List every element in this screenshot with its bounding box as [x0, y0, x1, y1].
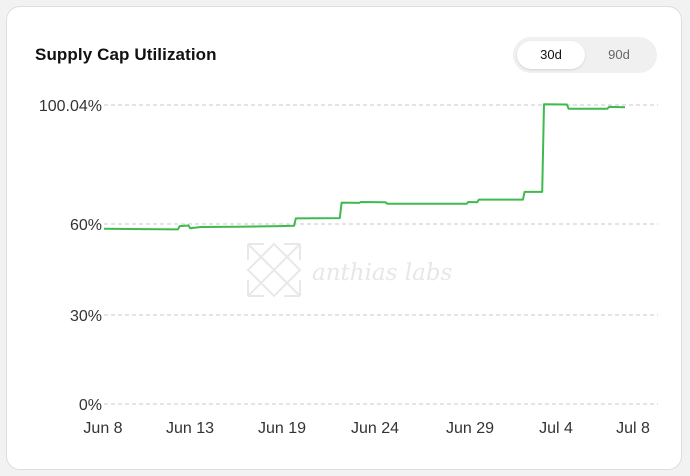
x-axis-ticks: Jun 8 Jun 13 Jun 19 Jun 24 Jun 29 Jul 4 Jul 8 [83, 420, 650, 437]
range-90d-button[interactable]: 90d [608, 47, 630, 62]
y-axis-ticks: 0% 30% 60% 100.04% [39, 98, 102, 414]
series-line [103, 103, 626, 231]
y-tick-label: 30% [70, 308, 102, 325]
x-tick-label: Jun 29 [446, 420, 494, 437]
range-toggle: 30d 90d [513, 37, 657, 73]
x-tick-label: Jun 13 [166, 420, 214, 437]
grid-lines [104, 104, 658, 405]
x-tick-label: Jun 24 [351, 420, 399, 437]
y-tick-label: 100.04% [39, 98, 102, 115]
watermark-logo-icon [246, 242, 302, 298]
watermark-text: anthias labs [312, 260, 453, 286]
x-tick-label: Jun 8 [83, 420, 122, 437]
chart-title: Supply Cap Utilization [35, 45, 217, 64]
x-tick-label: Jul 8 [616, 420, 650, 437]
range-30d-button[interactable]: 30d [517, 41, 585, 69]
watermark: anthias labs [246, 242, 453, 298]
x-tick-label: Jun 19 [258, 420, 306, 437]
y-tick-label: 0% [79, 397, 102, 414]
series-layer [103, 103, 626, 231]
x-tick-label: Jul 4 [539, 420, 573, 437]
chart-card: Supply Cap Utilization 30d 90d [6, 6, 682, 470]
y-tick-label: 60% [70, 217, 102, 234]
